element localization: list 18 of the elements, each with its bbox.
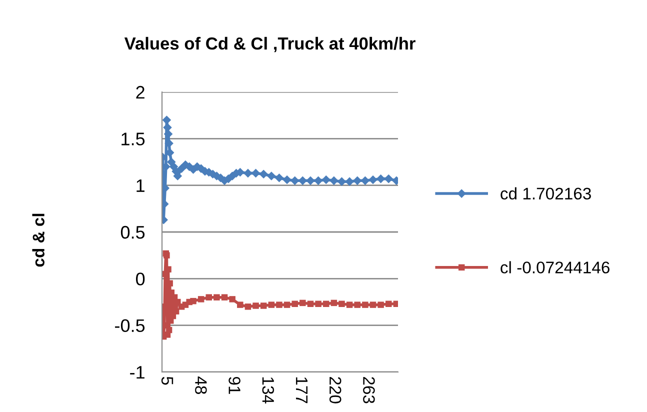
y-tick-label: 1: [136, 179, 144, 192]
x-tick-label: 134: [262, 377, 274, 404]
x-tick-label: 48: [195, 376, 207, 394]
y-tick-label: 2: [136, 86, 144, 99]
legend-label: cd 1.702163: [500, 187, 591, 200]
x-tick-label: 263: [363, 377, 375, 404]
x-tick-label: 91: [228, 376, 240, 394]
chart-title: Values of Cd & Cl ,Truck at 40km/hr: [124, 36, 416, 52]
y-axis-title: cd & cl: [32, 214, 44, 267]
y-tick-label: -0.5: [115, 319, 145, 332]
y-tick-label: 1.5: [122, 132, 145, 146]
legend-label: cl -0.07244146: [500, 261, 610, 274]
x-tick-label: 5: [161, 376, 174, 385]
x-tick-label: 177: [296, 377, 308, 404]
y-tick-label: -1: [130, 366, 144, 379]
y-tick-label: 0: [136, 272, 145, 286]
y-tick-label: 0.5: [120, 226, 145, 239]
x-tick-label: 220: [329, 377, 342, 404]
